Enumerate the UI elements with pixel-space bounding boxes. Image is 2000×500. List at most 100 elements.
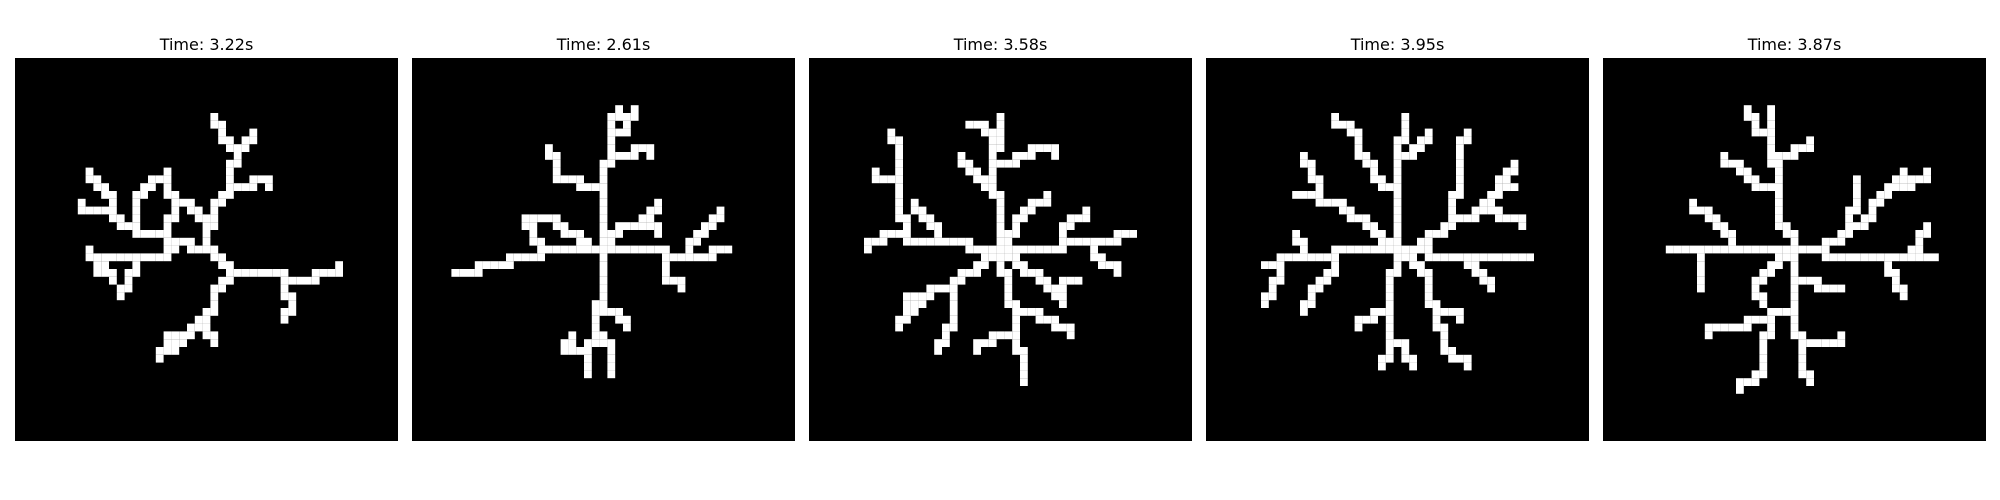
pattern-cell xyxy=(965,237,974,246)
pattern-cell xyxy=(1385,237,1394,246)
pattern-cell xyxy=(646,144,655,152)
pattern-cell xyxy=(210,222,219,230)
pattern-cell xyxy=(1767,144,1775,152)
pattern-cell xyxy=(1751,284,1760,293)
pattern-cell xyxy=(537,214,545,223)
pattern-cell xyxy=(1090,253,1098,262)
pattern-cell xyxy=(288,292,297,301)
pattern-cell xyxy=(1775,245,1783,254)
pattern-cell xyxy=(163,222,172,230)
pattern-cell xyxy=(124,222,133,230)
pattern-cell xyxy=(148,230,156,238)
pattern-cell xyxy=(1020,362,1028,371)
pattern-cell xyxy=(1487,253,1495,262)
pattern-cell xyxy=(194,315,203,324)
pattern-cell xyxy=(599,191,608,199)
pattern-cell xyxy=(1401,113,1410,121)
pattern-cell xyxy=(280,284,289,293)
pattern-cell xyxy=(1798,347,1807,355)
pattern-cell xyxy=(615,222,623,230)
pattern-cell xyxy=(1354,144,1363,152)
pattern-cell xyxy=(1307,300,1316,308)
pattern-cell xyxy=(685,237,694,246)
pattern-cell xyxy=(599,269,608,277)
pattern-cell xyxy=(615,113,623,121)
pattern-cell xyxy=(1346,245,1355,254)
pattern-cell xyxy=(1307,284,1316,293)
pattern-cell xyxy=(1393,191,1402,199)
pattern-cell xyxy=(1712,222,1721,230)
pattern-cell xyxy=(988,128,997,137)
pattern-cell xyxy=(996,120,1005,129)
pattern-cell xyxy=(288,276,297,285)
panel-1: Time: 3.22s xyxy=(15,0,398,500)
pattern-cell xyxy=(1432,253,1441,262)
pattern-cell xyxy=(1495,206,1503,215)
pattern-cell xyxy=(1300,245,1308,254)
pattern-cell xyxy=(1432,308,1441,316)
branching-pattern xyxy=(451,105,733,379)
pattern-cell xyxy=(202,230,211,238)
pattern-cell xyxy=(996,198,1005,207)
pattern-cell xyxy=(101,183,109,191)
pattern-cell xyxy=(1743,245,1752,254)
pattern-cell xyxy=(988,152,997,160)
pattern-cell xyxy=(1043,198,1052,207)
pattern-cell xyxy=(1362,214,1371,223)
pattern-cell xyxy=(218,284,226,293)
pattern-cell xyxy=(1751,315,1760,324)
pattern-cell xyxy=(1767,113,1775,121)
pattern-cell xyxy=(1759,245,1768,254)
pattern-cell xyxy=(249,136,258,145)
pattern-cell xyxy=(249,175,258,184)
pattern-cell xyxy=(1510,253,1519,262)
pattern-cell xyxy=(1665,245,1674,254)
pattern-cell xyxy=(1767,323,1775,332)
pattern-cell xyxy=(949,284,958,293)
pattern-cell xyxy=(124,269,133,277)
pattern-cell xyxy=(926,222,935,230)
pattern-cell xyxy=(194,245,203,254)
pattern-cell xyxy=(1393,253,1402,262)
pattern-cell xyxy=(1417,261,1425,269)
pattern-cell xyxy=(1020,378,1028,386)
pattern-cell xyxy=(304,276,312,285)
pattern-cell xyxy=(1806,276,1814,285)
pattern-cell xyxy=(1471,206,1480,215)
pattern-cell xyxy=(1409,253,1417,262)
pattern-cell xyxy=(1806,245,1814,254)
pattern-cell xyxy=(1814,276,1822,285)
panel-title: Time: 3.87s xyxy=(1747,35,1842,54)
pattern-cell xyxy=(1417,144,1425,152)
branching-pattern xyxy=(864,113,1137,386)
pattern-cell xyxy=(1456,183,1464,191)
pattern-cell xyxy=(1759,347,1768,355)
pattern-cell xyxy=(1323,253,1332,262)
pattern-cell xyxy=(895,159,903,168)
pattern-cell xyxy=(1736,159,1744,168)
pattern-cell xyxy=(949,292,958,301)
pattern-cell xyxy=(1448,198,1456,207)
pattern-cell xyxy=(1035,245,1044,254)
pattern-cell xyxy=(1790,253,1799,262)
pattern-cell xyxy=(1004,331,1013,340)
pattern-cell xyxy=(591,245,600,254)
pattern-cell xyxy=(1292,253,1300,262)
pattern-cell xyxy=(482,261,491,269)
pattern-cell xyxy=(669,276,678,285)
pattern-cell xyxy=(1876,198,1885,207)
pattern-cell xyxy=(1012,339,1020,347)
pattern-cell xyxy=(701,222,709,230)
pattern-cell xyxy=(1798,245,1807,254)
pattern-cell xyxy=(1346,128,1355,137)
pattern-cell xyxy=(1401,253,1410,262)
pattern-cell xyxy=(1759,339,1768,347)
pattern-cell xyxy=(1759,354,1768,363)
pattern-cell xyxy=(1346,206,1355,215)
pattern-cell xyxy=(1845,253,1853,262)
pattern-cell xyxy=(1884,183,1892,191)
pattern-cell xyxy=(163,191,172,199)
pattern-cell xyxy=(1495,175,1503,184)
panel-title: Time: 3.22s xyxy=(159,35,254,54)
pattern-cell xyxy=(599,245,608,254)
